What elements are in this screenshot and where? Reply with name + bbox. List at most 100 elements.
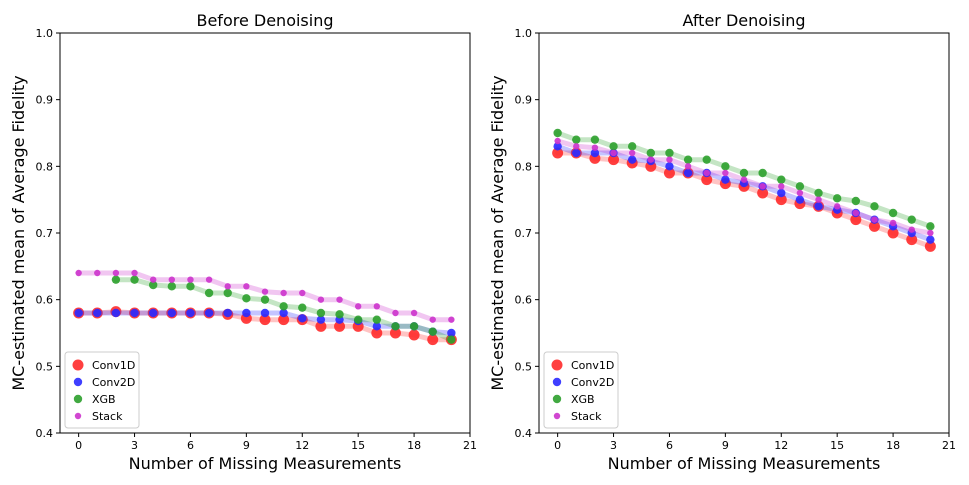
data-point [111, 275, 121, 284]
y-tick-label: 0.5 [36, 360, 54, 373]
legend-marker [72, 359, 84, 371]
data-point [590, 148, 600, 158]
data-point [683, 155, 693, 164]
x-tick-label: 0 [554, 439, 561, 452]
data-point [832, 194, 842, 203]
y-tick-label: 0.9 [36, 94, 54, 107]
y-tick-label: 0.9 [515, 94, 533, 107]
data-point [448, 316, 455, 323]
data-point [852, 209, 860, 217]
y-tick-label: 0.6 [36, 294, 54, 307]
chart-title: After Denoising [682, 11, 805, 30]
data-point [223, 288, 232, 298]
data-point [889, 219, 897, 227]
data-point [149, 276, 157, 283]
legend: Conv1D Conv2D XGB Stack [64, 351, 140, 429]
x-tick-label: 18 [407, 439, 421, 452]
legend: Conv1D Conv2D XGB Stack [543, 351, 619, 429]
data-point [130, 308, 139, 318]
data-point [924, 240, 936, 252]
x-tick-label: 3 [131, 439, 138, 452]
data-point [870, 202, 879, 211]
data-point [186, 308, 195, 318]
data-point [663, 167, 675, 179]
data-point [740, 176, 748, 183]
data-point [168, 276, 176, 283]
data-point [907, 215, 916, 224]
data-point [223, 308, 232, 318]
data-point [224, 283, 231, 290]
data-point [260, 295, 270, 304]
data-point [259, 314, 271, 326]
data-point [833, 203, 841, 210]
data-point [627, 142, 637, 151]
x-tick-label: 6 [187, 439, 194, 452]
legend-label: Conv2D [571, 376, 614, 389]
data-point [553, 128, 562, 138]
legend-marker [73, 394, 83, 404]
data-point [739, 168, 749, 178]
data-point [721, 175, 730, 184]
legend-label: Conv1D [92, 359, 135, 372]
data-point [591, 144, 599, 151]
data-point [684, 163, 692, 170]
data-point [554, 137, 561, 145]
data-point [74, 308, 83, 318]
data-point [927, 229, 934, 237]
data-point [280, 289, 287, 297]
legend-box [543, 351, 619, 429]
data-point [926, 235, 935, 244]
legend-label: Stack [92, 410, 123, 423]
legend-box [64, 351, 140, 429]
data-point [778, 183, 785, 190]
data-point [796, 189, 804, 197]
y-tick-label: 0.7 [515, 227, 533, 240]
y-tick-label: 0.4 [36, 427, 54, 440]
data-point [795, 182, 805, 191]
data-point [702, 155, 711, 164]
data-point [278, 314, 290, 326]
x-axis-label: Number of Missing Measurements [608, 454, 881, 473]
legend-marker [74, 412, 82, 420]
data-point [447, 328, 456, 338]
data-point [926, 222, 935, 231]
data-point [722, 169, 729, 177]
legend-label: XGB [571, 393, 595, 406]
data-point [298, 303, 307, 312]
data-point [759, 183, 766, 190]
data-point [572, 135, 581, 144]
data-point [887, 227, 899, 239]
x-tick-label: 18 [886, 439, 900, 452]
data-point [775, 194, 787, 206]
data-point [205, 276, 213, 283]
data-point [628, 149, 636, 157]
data-point [261, 288, 269, 295]
x-tick-label: 21 [463, 439, 477, 452]
legend-marker [552, 394, 562, 404]
x-axis-label: Number of Missing Measurements [129, 454, 402, 473]
y-tick-label: 0.4 [515, 427, 533, 440]
data-point [75, 269, 82, 277]
data-point [609, 142, 618, 151]
data-point [627, 155, 637, 164]
data-point [814, 188, 823, 198]
x-tick-label: 3 [610, 439, 617, 452]
y-tick-label: 0.8 [36, 160, 54, 173]
y-tick-label: 0.6 [515, 294, 533, 307]
chart-panel-1: Before Denoising 0 3 6 9 12 15 18 21 0.4 0.5 0.6 0.7… [9, 11, 477, 473]
data-point [298, 314, 307, 323]
series-line [555, 150, 933, 249]
x-tick-label: 12 [295, 439, 309, 452]
data-point [187, 276, 194, 283]
data-point [130, 275, 139, 284]
data-point [871, 216, 878, 223]
data-point [428, 327, 437, 336]
y-tick-label: 1.0 [36, 27, 54, 40]
x-tick-label: 15 [351, 439, 365, 452]
legend-label: Conv2D [92, 376, 135, 389]
y-tick-label: 0.8 [515, 160, 533, 173]
data-point [665, 148, 674, 158]
data-point [94, 269, 101, 277]
data-point [590, 135, 600, 144]
data-point [683, 168, 693, 178]
